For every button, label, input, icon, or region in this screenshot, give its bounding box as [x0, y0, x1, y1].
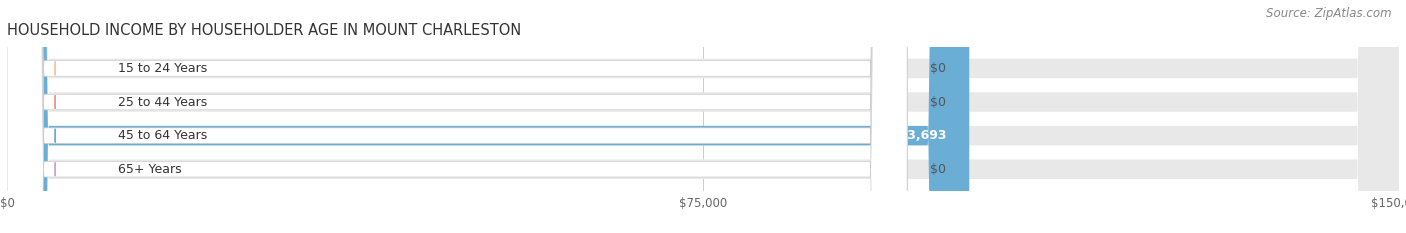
Text: $103,693: $103,693 — [880, 129, 946, 142]
Text: 65+ Years: 65+ Years — [118, 163, 181, 176]
FancyBboxPatch shape — [7, 0, 969, 233]
FancyBboxPatch shape — [7, 0, 907, 233]
FancyBboxPatch shape — [7, 0, 1399, 233]
Text: $0: $0 — [931, 96, 946, 109]
Text: 25 to 44 Years: 25 to 44 Years — [118, 96, 208, 109]
FancyBboxPatch shape — [7, 0, 1399, 233]
Text: 45 to 64 Years: 45 to 64 Years — [118, 129, 208, 142]
FancyBboxPatch shape — [7, 0, 907, 233]
FancyBboxPatch shape — [7, 0, 1399, 233]
FancyBboxPatch shape — [7, 0, 1399, 233]
Text: 15 to 24 Years: 15 to 24 Years — [118, 62, 208, 75]
Text: HOUSEHOLD INCOME BY HOUSEHOLDER AGE IN MOUNT CHARLESTON: HOUSEHOLD INCOME BY HOUSEHOLDER AGE IN M… — [7, 24, 522, 38]
Text: Source: ZipAtlas.com: Source: ZipAtlas.com — [1267, 7, 1392, 20]
FancyBboxPatch shape — [7, 0, 907, 233]
Text: $0: $0 — [931, 163, 946, 176]
Text: $0: $0 — [931, 62, 946, 75]
FancyBboxPatch shape — [7, 0, 907, 233]
